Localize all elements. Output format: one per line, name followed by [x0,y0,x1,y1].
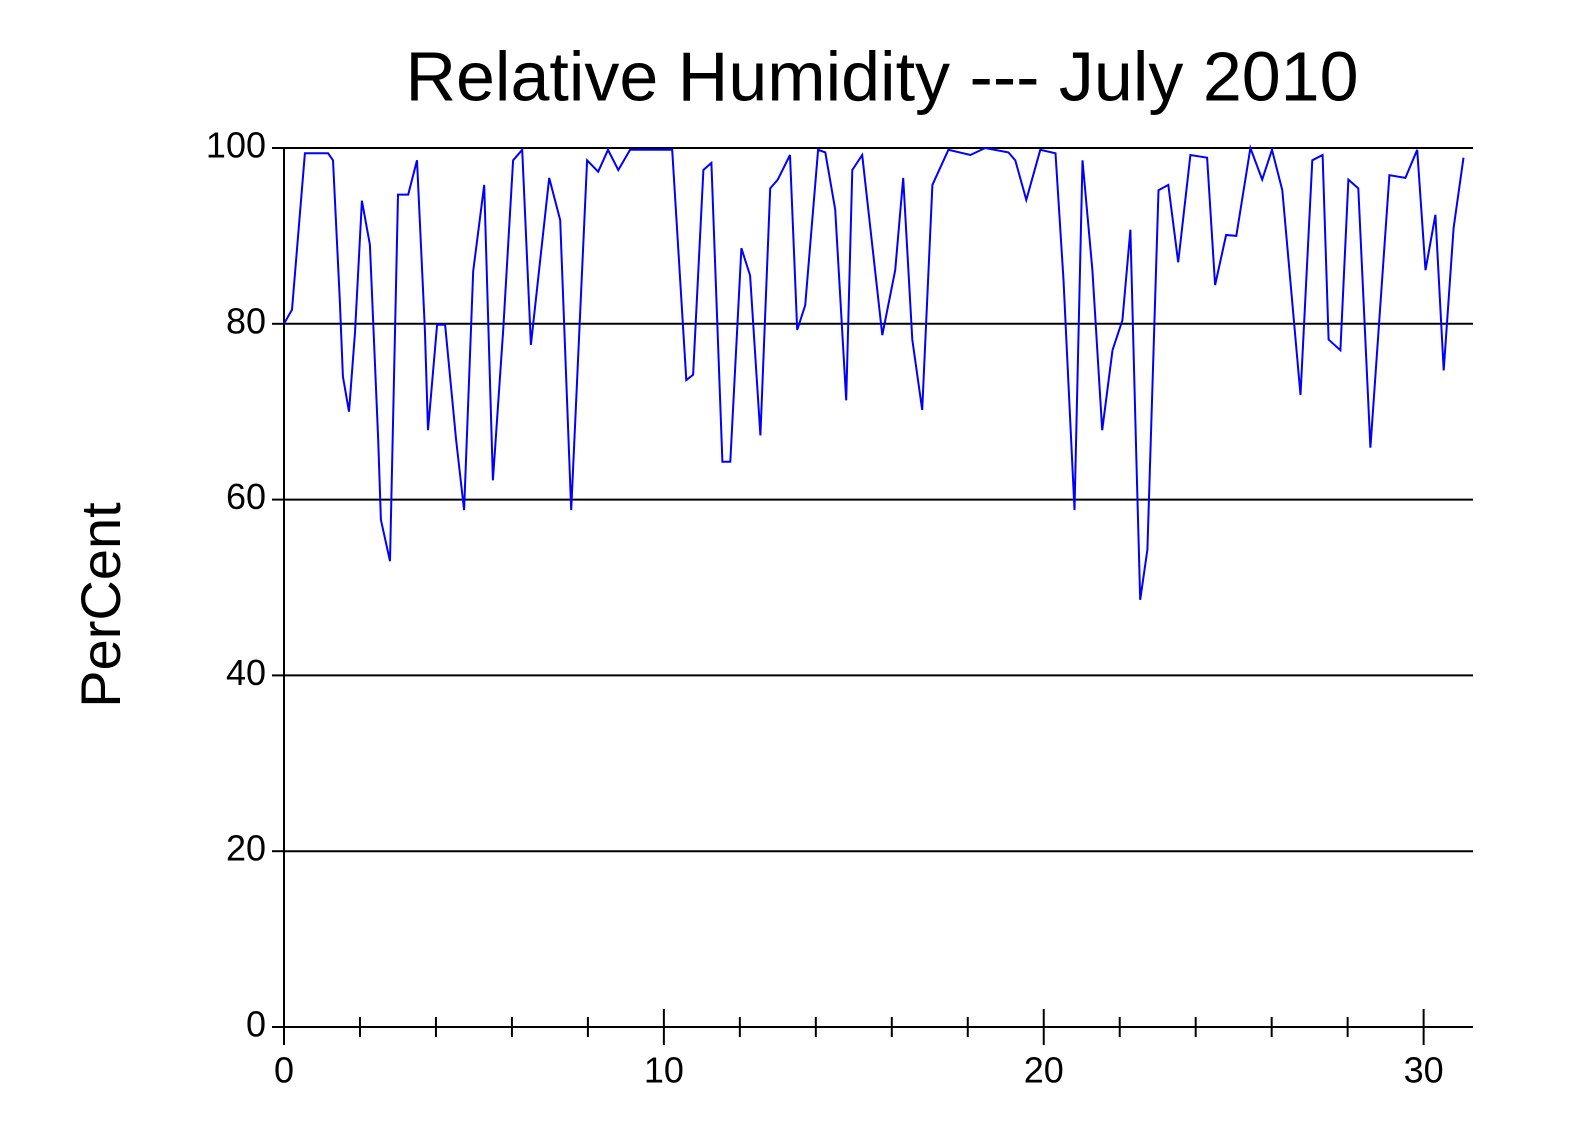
y-tick-label: 100 [206,125,266,166]
x-tick-label: 30 [1404,1050,1444,1091]
data-line [283,144,1465,600]
y-tick-label: 80 [226,300,266,341]
chart-title: Relative Humidity --- July 2010 [405,37,1358,115]
y-tick-label: 0 [246,1004,266,1045]
y-tick-label: 40 [226,652,266,693]
y-tick-label: 20 [226,828,266,869]
x-tick-label: 20 [1024,1050,1064,1091]
y-tick-label: 60 [226,476,266,517]
y-axis-label: PerCent [69,502,132,708]
x-tick-label: 0 [274,1050,294,1091]
x-tick-label: 10 [644,1050,684,1091]
